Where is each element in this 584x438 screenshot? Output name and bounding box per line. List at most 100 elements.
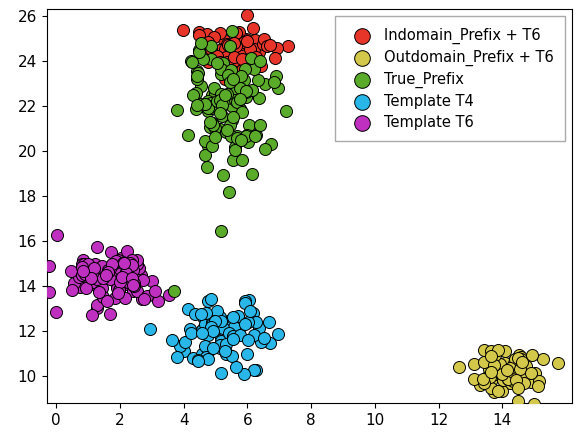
Template T4 [211, 312, 221, 319]
Indomain_Prefix + T6 [237, 35, 246, 42]
Indomain_Prefix + T6 [219, 37, 228, 44]
Template T6 [78, 272, 87, 279]
Template T6 [92, 304, 101, 311]
Template T4 [179, 348, 189, 355]
Template T6 [123, 278, 133, 285]
Indomain_Prefix + T6 [236, 41, 245, 48]
Outdomain_Prefix + T6 [486, 384, 495, 391]
True_Prefix [253, 77, 263, 84]
Template T6 [107, 260, 116, 267]
Template T6 [98, 275, 107, 282]
Outdomain_Prefix + T6 [508, 377, 517, 384]
True_Prefix [208, 122, 217, 129]
True_Prefix [198, 55, 207, 62]
Indomain_Prefix + T6 [230, 53, 239, 60]
True_Prefix [204, 142, 213, 149]
Template T6 [116, 255, 126, 262]
Indomain_Prefix + T6 [256, 63, 266, 70]
True_Prefix [192, 89, 201, 96]
True_Prefix [203, 105, 213, 112]
Template T6 [137, 295, 147, 302]
Outdomain_Prefix + T6 [505, 380, 515, 387]
Outdomain_Prefix + T6 [517, 374, 526, 381]
Template T4 [198, 330, 207, 337]
Indomain_Prefix + T6 [231, 38, 240, 45]
True_Prefix [228, 157, 238, 164]
Indomain_Prefix + T6 [241, 57, 251, 64]
Template T4 [172, 354, 182, 361]
Indomain_Prefix + T6 [213, 53, 223, 60]
Outdomain_Prefix + T6 [519, 379, 529, 386]
Outdomain_Prefix + T6 [469, 376, 478, 383]
True_Prefix [200, 101, 210, 108]
Template T6 [89, 270, 99, 277]
Template T4 [203, 355, 213, 362]
Indomain_Prefix + T6 [178, 27, 187, 34]
Outdomain_Prefix + T6 [486, 378, 496, 385]
True_Prefix [204, 142, 213, 149]
Template T4 [235, 331, 244, 338]
Indomain_Prefix + T6 [213, 52, 222, 59]
Indomain_Prefix + T6 [204, 58, 213, 65]
True_Prefix [247, 171, 256, 178]
Template T4 [212, 307, 221, 314]
Indomain_Prefix + T6 [251, 54, 260, 61]
Template T6 [117, 270, 126, 277]
Template T6 [120, 279, 129, 286]
True_Prefix [250, 66, 259, 73]
Outdomain_Prefix + T6 [496, 369, 506, 376]
Template T6 [86, 275, 95, 282]
Template T4 [228, 333, 237, 340]
Outdomain_Prefix + T6 [554, 360, 563, 367]
Indomain_Prefix + T6 [210, 34, 219, 41]
Template T4 [220, 348, 230, 355]
Template T6 [128, 288, 138, 295]
True_Prefix [231, 96, 240, 103]
Template T4 [186, 330, 196, 337]
True_Prefix [192, 73, 201, 80]
Indomain_Prefix + T6 [252, 62, 262, 69]
Template T6 [87, 311, 96, 318]
Indomain_Prefix + T6 [221, 53, 231, 60]
True_Prefix [226, 66, 235, 73]
Indomain_Prefix + T6 [231, 53, 241, 60]
Template T4 [208, 345, 218, 352]
True_Prefix [237, 156, 246, 163]
True_Prefix [225, 121, 235, 128]
Indomain_Prefix + T6 [238, 56, 247, 63]
Template T6 [127, 261, 137, 268]
Outdomain_Prefix + T6 [500, 360, 510, 367]
Template T6 [95, 289, 104, 296]
Outdomain_Prefix + T6 [495, 360, 505, 367]
True_Prefix [237, 73, 246, 80]
Indomain_Prefix + T6 [242, 52, 251, 59]
Template T4 [249, 332, 259, 339]
Indomain_Prefix + T6 [283, 43, 293, 50]
Template T6 [130, 278, 140, 285]
Indomain_Prefix + T6 [241, 36, 251, 43]
Template T4 [251, 319, 260, 326]
True_Prefix [187, 58, 197, 65]
Template T4 [222, 350, 231, 357]
Template T6 [79, 261, 89, 268]
Template T6 [126, 260, 135, 267]
Template T6 [112, 279, 121, 286]
True_Prefix [246, 55, 256, 62]
Indomain_Prefix + T6 [231, 61, 241, 68]
Template T4 [221, 332, 231, 339]
Template T4 [241, 321, 250, 328]
Template T6 [89, 279, 98, 286]
True_Prefix [242, 88, 251, 95]
True_Prefix [256, 122, 265, 129]
Indomain_Prefix + T6 [248, 24, 258, 31]
Template T4 [264, 318, 273, 325]
Indomain_Prefix + T6 [242, 38, 252, 45]
Indomain_Prefix + T6 [244, 55, 253, 62]
Outdomain_Prefix + T6 [486, 352, 496, 359]
Indomain_Prefix + T6 [206, 50, 215, 57]
Template T4 [265, 339, 274, 346]
Point [169, 288, 179, 295]
Template T6 [140, 295, 149, 302]
Template T6 [67, 286, 77, 293]
True_Prefix [251, 132, 260, 139]
